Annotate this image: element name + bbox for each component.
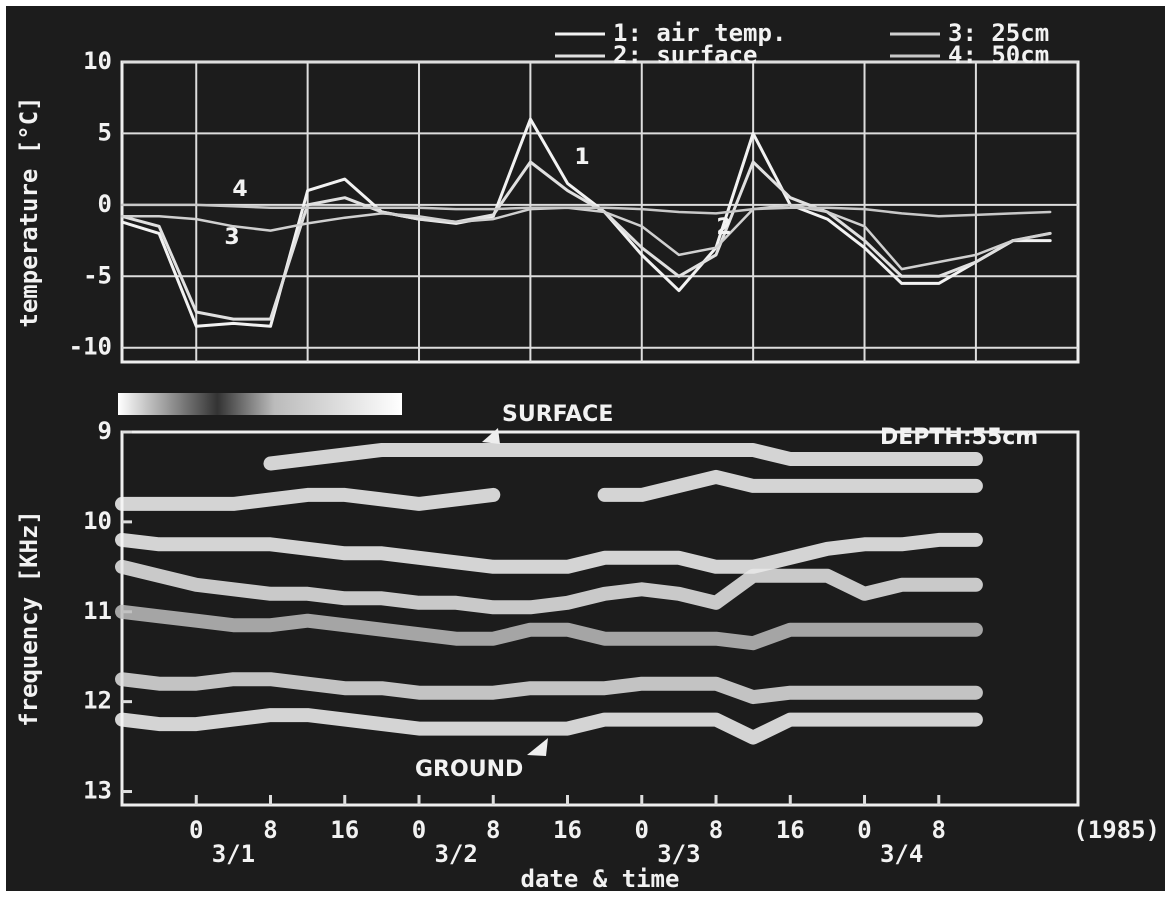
y-tick-label: 0: [98, 190, 112, 218]
plot-annotation: GROUND: [415, 757, 523, 782]
y-tick-label: 10: [83, 47, 112, 75]
year-label: (1985): [1073, 816, 1160, 844]
y-tick-label: -5: [83, 261, 112, 289]
date-label: 3/1: [212, 840, 255, 868]
x-tick-label: 8: [709, 816, 723, 844]
x-tick-label: 0: [635, 816, 649, 844]
x-tick-label: 8: [932, 816, 946, 844]
y-axis-label: temperature [°C]: [15, 96, 43, 327]
series-annotation: 4: [232, 177, 247, 202]
echo-band: [115, 532, 983, 574]
x-axis-label: date & time: [521, 865, 680, 893]
series-annotation: 3: [224, 225, 239, 250]
y-tick-label: -10: [69, 333, 112, 361]
echo-band: [115, 469, 983, 511]
temperature-line: [120, 203, 1052, 271]
y-tick-label: 10: [83, 507, 112, 535]
colorbar: [118, 393, 402, 415]
echo-band: [115, 672, 983, 705]
x-tick-label: 16: [553, 816, 582, 844]
legend-label: 1: air temp.: [613, 19, 786, 47]
x-tick-label: 16: [330, 816, 359, 844]
legend-label: 3: 25cm: [948, 19, 1049, 47]
arrow: [527, 738, 548, 756]
y-axis-label: frequency [KHz]: [15, 510, 43, 727]
echo-band: [263, 443, 983, 471]
y-tick-label: 9: [98, 417, 112, 445]
x-tick-label: 0: [857, 816, 871, 844]
y-tick-label: 5: [98, 118, 112, 146]
echo-band: [115, 604, 983, 651]
y-tick-label: 13: [83, 777, 112, 805]
x-tick-label: 8: [486, 816, 500, 844]
plot-annotation: DEPTH:55cm: [880, 425, 1038, 450]
temperature-line: [120, 203, 1052, 218]
date-label: 3/3: [657, 840, 700, 868]
y-tick-label: 11: [83, 597, 112, 625]
legend-label: 2: surface: [613, 41, 758, 69]
series-annotation: 1: [574, 145, 589, 170]
x-tick-label: 0: [189, 816, 203, 844]
date-label: 3/2: [434, 840, 477, 868]
echo-band: [115, 559, 983, 615]
plot-annotation: SURFACE: [502, 402, 613, 427]
series-annotation: 2: [716, 215, 731, 240]
echo-band: [115, 708, 983, 745]
legend-label: 4: 50cm: [948, 41, 1049, 69]
y-tick-label: 12: [83, 687, 112, 715]
x-tick-label: 0: [412, 816, 426, 844]
x-tick-label: 16: [776, 816, 805, 844]
temperature-line: [120, 160, 1052, 321]
arrow: [482, 428, 500, 444]
x-tick-label: 8: [263, 816, 277, 844]
date-label: 3/4: [880, 840, 923, 868]
